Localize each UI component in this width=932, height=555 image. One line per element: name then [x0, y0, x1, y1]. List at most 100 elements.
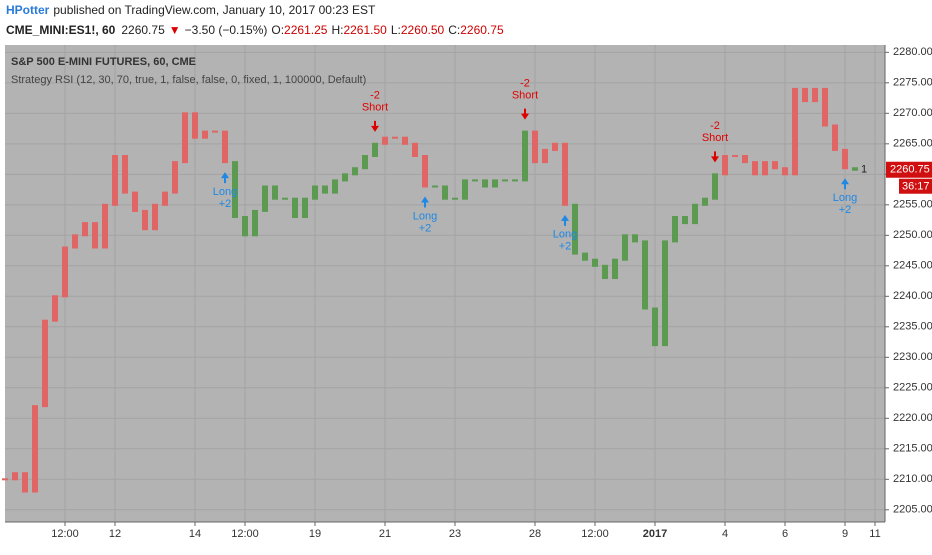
candle [412, 142, 418, 158]
y-tick-label: 2205.00 [893, 504, 932, 516]
signal-arrow [221, 172, 229, 184]
signal-arrow [561, 214, 569, 226]
candle [22, 472, 28, 493]
candle [72, 234, 78, 249]
low: 2260.50 [401, 23, 445, 37]
signal-qty: +2 [559, 241, 572, 253]
signal-side: Long [413, 210, 437, 222]
countdown: 36:17 [902, 181, 930, 193]
chart-title: S&P 500 E-MINI FUTURES, 60, CME [11, 56, 196, 68]
candle [552, 142, 558, 151]
candle [402, 136, 408, 145]
down-arrow: ▼ [169, 23, 181, 37]
signal-qty: -2 [370, 90, 380, 102]
candle [112, 155, 118, 206]
candle [852, 167, 858, 171]
y-tick-label: 2235.00 [893, 321, 932, 333]
signal-arrow [521, 108, 529, 120]
chart-subtitle: Strategy RSI (12, 30, 70, true, 1, false… [11, 74, 366, 86]
x-tick-label: 12:00 [51, 528, 79, 540]
y-tick-label: 2210.00 [893, 473, 932, 485]
candle [752, 161, 758, 176]
candle [32, 405, 38, 493]
signal-side: Long [553, 229, 577, 241]
signal-qty: -2 [520, 78, 530, 90]
header: HPotter published on TradingView.com, Jan… [6, 3, 376, 17]
candle [42, 319, 48, 408]
candle [362, 155, 368, 170]
y-tick-label: 2270.00 [893, 107, 932, 119]
candle [542, 148, 548, 164]
candle [342, 173, 348, 182]
candle [602, 264, 608, 280]
candle [52, 295, 58, 322]
symbol: CME_MINI:ES1!, 60 [6, 23, 116, 37]
x-tick-label: 12:00 [581, 528, 609, 540]
signal-side: Short [702, 132, 728, 144]
signal-arrow [841, 178, 849, 190]
candle [572, 203, 578, 255]
candle [92, 222, 98, 249]
candle [212, 130, 218, 133]
candle [772, 161, 778, 170]
candle [792, 87, 798, 176]
author[interactable]: HPotter [6, 3, 50, 17]
x-tick-label: 2017 [643, 528, 667, 540]
candle [62, 246, 68, 298]
last: 2260.75 [121, 23, 165, 37]
signal-qty: +2 [839, 204, 852, 216]
open: 2261.25 [284, 23, 328, 37]
candle [232, 161, 238, 219]
position-label: 1 [861, 164, 867, 176]
candle [632, 234, 638, 243]
x-tick-label: 12 [109, 528, 121, 540]
signal-qty: -2 [710, 120, 720, 132]
signal-side: Short [362, 102, 388, 114]
x-tick-label: 4 [722, 528, 728, 540]
o-label: O: [271, 23, 284, 37]
candle [702, 197, 708, 206]
candle [202, 130, 208, 139]
candle [682, 216, 688, 225]
candle [152, 203, 158, 231]
candle [162, 191, 168, 206]
candle [822, 87, 828, 127]
candle [192, 112, 198, 139]
y-tick-label: 2245.00 [893, 260, 932, 272]
candle [482, 179, 488, 188]
signal-qty: +2 [419, 222, 432, 234]
candle [692, 203, 698, 225]
signal-side: Long [213, 186, 237, 198]
candle [612, 258, 618, 280]
y-tick-label: 2240.00 [893, 290, 932, 302]
candle [582, 252, 588, 261]
h-label: H: [331, 23, 343, 37]
candle [422, 155, 428, 188]
candle [102, 203, 108, 249]
x-tick-label: 28 [529, 528, 541, 540]
quote: CME_MINI:ES1!, 60 2260.75 ▼ −3.50 (−0.15%) O… [6, 23, 504, 37]
candle [242, 216, 248, 237]
candle [432, 185, 438, 188]
x-tick-label: 21 [379, 528, 391, 540]
candle [462, 179, 468, 200]
plot-area [5, 45, 885, 522]
candle [12, 472, 18, 481]
candle [502, 179, 508, 182]
candle [832, 124, 838, 151]
signal-side: Short [512, 90, 538, 102]
x-tick-label: 11 [869, 528, 880, 540]
candle [272, 185, 278, 200]
candle [472, 179, 478, 182]
candle [722, 155, 728, 176]
candle [662, 240, 668, 347]
y-tick-label: 2250.00 [893, 229, 932, 241]
signal-arrow [371, 120, 379, 132]
candle [532, 130, 538, 164]
candle [122, 155, 128, 194]
candle [332, 179, 338, 194]
candle [292, 197, 298, 219]
candle [252, 209, 258, 237]
c-label: C: [448, 23, 460, 37]
candle [282, 197, 288, 200]
